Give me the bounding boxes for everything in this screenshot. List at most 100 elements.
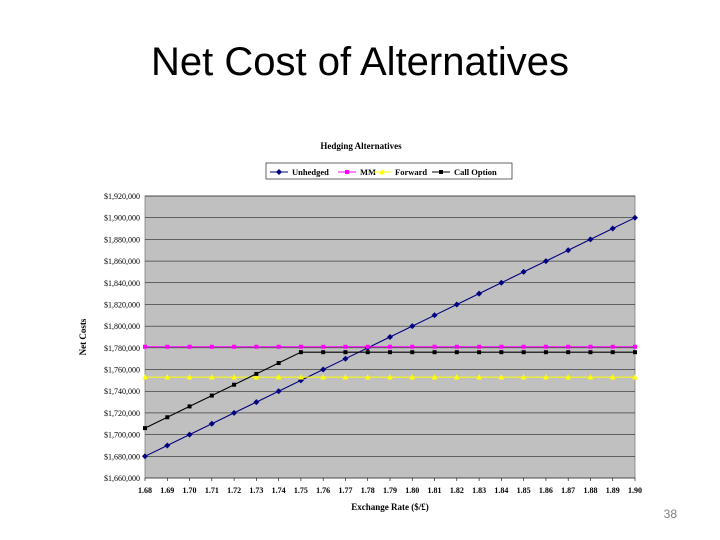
data-point-call-option <box>321 350 326 355</box>
data-point-forward <box>565 374 571 380</box>
data-point-call-option <box>610 350 615 355</box>
data-point-call-option <box>521 350 526 355</box>
y-axis-label: Net Costs <box>78 318 88 355</box>
y-tick-label: $1,820,000 <box>104 300 140 309</box>
y-tick-label: $1,880,000 <box>104 235 140 244</box>
series-markers <box>142 214 638 460</box>
gridlines <box>145 195 635 479</box>
data-point-forward <box>454 374 460 380</box>
data-point-forward <box>609 374 616 380</box>
x-tick-label: 1.86 <box>539 486 553 495</box>
data-point-call-option <box>454 350 459 355</box>
data-point-forward <box>186 374 193 380</box>
data-point-unhedged <box>476 290 483 297</box>
data-point-call-option <box>298 350 303 355</box>
page-number: 38 <box>663 507 677 521</box>
data-point-call-option <box>143 426 147 431</box>
x-tick-label: 1.77 <box>338 486 352 495</box>
data-point-forward <box>275 374 282 380</box>
x-tick-label: 1.88 <box>583 486 597 495</box>
data-point-mm <box>165 344 170 349</box>
data-point-unhedged <box>609 225 616 232</box>
data-point-call-option <box>276 361 281 366</box>
y-tick-label: $1,680,000 <box>104 452 140 461</box>
data-point-mm <box>610 344 615 349</box>
data-point-forward <box>231 374 237 380</box>
x-tick-label: 1.73 <box>249 486 263 495</box>
x-tick-label: 1.68 <box>138 486 152 495</box>
x-axis-label: Exchange Rate ($/£) <box>351 502 429 512</box>
data-point-unhedged <box>565 247 572 254</box>
data-point-unhedged <box>231 409 238 416</box>
legend-marker-forward <box>379 169 385 175</box>
data-point-forward <box>520 374 527 380</box>
x-tick-label: 1.90 <box>628 486 642 495</box>
data-point-forward <box>387 374 393 380</box>
x-tick-label: 1.72 <box>227 486 241 495</box>
x-tick-label: 1.81 <box>428 486 442 495</box>
data-point-mm <box>232 344 237 349</box>
data-point-unhedged <box>253 399 260 406</box>
x-tick-label: 1.70 <box>183 486 197 495</box>
data-point-call-option <box>343 350 348 355</box>
data-point-unhedged <box>409 323 416 330</box>
data-point-unhedged <box>320 366 327 373</box>
x-tick-label: 1.83 <box>472 486 486 495</box>
data-point-call-option <box>588 350 593 355</box>
data-point-forward <box>320 374 326 380</box>
data-point-mm <box>254 344 259 349</box>
data-point-mm <box>321 344 326 349</box>
data-point-unhedged <box>632 214 638 221</box>
data-point-forward <box>587 374 594 380</box>
y-tick-label: $1,920,000 <box>104 192 140 201</box>
data-point-call-option <box>432 350 437 355</box>
data-point-forward <box>253 374 260 380</box>
legend-label-call-option: Call Option <box>454 167 497 177</box>
data-point-mm <box>343 344 348 349</box>
data-point-mm <box>410 344 415 349</box>
x-tick-label: 1.71 <box>205 486 219 495</box>
data-point-unhedged <box>587 236 594 243</box>
data-point-forward <box>409 374 416 380</box>
data-point-call-option <box>410 350 415 355</box>
x-tick-label: 1.87 <box>561 486 575 495</box>
data-point-unhedged <box>498 279 505 286</box>
data-point-mm <box>633 344 637 349</box>
legend-label-mm: MM <box>360 167 376 177</box>
data-point-call-option <box>477 350 482 355</box>
data-point-mm <box>432 344 437 349</box>
data-point-forward <box>364 374 371 380</box>
data-point-unhedged <box>387 334 393 340</box>
x-tick-label: 1.82 <box>450 486 464 495</box>
y-tick-label: $1,800,000 <box>104 322 140 331</box>
data-point-mm <box>588 344 593 349</box>
data-point-call-option <box>543 350 548 355</box>
x-axis-ticks: 1.68 1.69 1.70 1.71 1.72 1.73 1.74 1.75 1.76 1.77… <box>138 478 642 495</box>
chart-legend: Unhedged MM Forward Call Option <box>265 162 513 180</box>
data-point-unhedged <box>342 355 349 362</box>
data-point-unhedged <box>275 388 282 395</box>
y-tick-label: $1,700,000 <box>104 431 140 440</box>
data-point-unhedged <box>164 442 171 449</box>
data-point-mm <box>543 344 548 349</box>
data-point-call-option <box>566 350 571 355</box>
x-tick-label: 1.85 <box>517 486 531 495</box>
data-point-forward <box>632 374 638 380</box>
y-tick-label: $1,900,000 <box>104 214 140 223</box>
x-tick-label: 1.69 <box>160 486 174 495</box>
data-point-call-option <box>165 415 170 420</box>
data-point-mm <box>143 344 147 349</box>
x-tick-label: 1.84 <box>494 486 508 495</box>
chart-title: Hedging Alternatives <box>320 141 402 151</box>
data-point-unhedged <box>453 301 460 308</box>
legend-marker-unhedged <box>276 169 282 175</box>
legend-label-unhedged: Unhedged <box>292 167 329 177</box>
data-point-mm <box>187 344 192 349</box>
data-point-mm <box>566 344 571 349</box>
data-point-call-option <box>187 404 192 409</box>
data-point-forward <box>209 374 215 380</box>
x-tick-label: 1.76 <box>316 486 330 495</box>
y-tick-label: $1,720,000 <box>104 409 140 418</box>
data-point-mm <box>365 344 370 349</box>
